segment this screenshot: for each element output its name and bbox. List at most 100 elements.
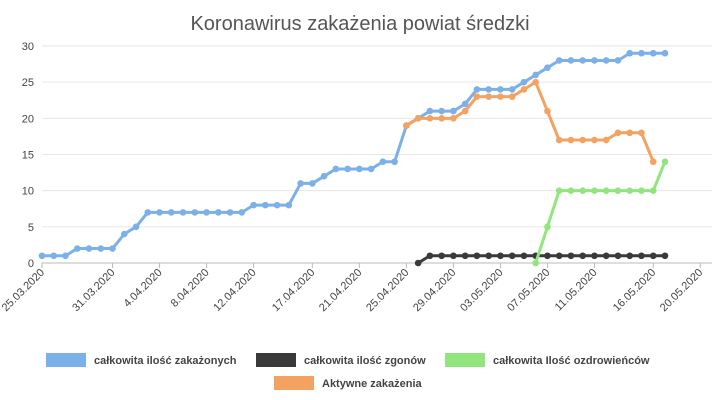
data-point[interactable]: [567, 252, 575, 260]
data-point[interactable]: [520, 78, 528, 86]
legend[interactable]: całkowita ilość zakażonych całkowita iloś…: [46, 353, 650, 390]
data-point[interactable]: [649, 252, 657, 260]
data-point[interactable]: [73, 245, 81, 252]
data-point[interactable]: [62, 252, 69, 260]
data-point[interactable]: [179, 209, 187, 216]
legend-item[interactable]: całkowita Ilość ozdrowieńców: [445, 353, 650, 367]
data-point[interactable]: [555, 252, 563, 260]
data-point[interactable]: [602, 57, 610, 64]
data-point[interactable]: [168, 209, 175, 216]
data-point[interactable]: [473, 93, 481, 100]
legend-item[interactable]: całkowita ilość zakażonych: [46, 353, 237, 367]
data-point[interactable]: [450, 252, 457, 260]
data-point[interactable]: [285, 201, 293, 209]
data-point[interactable]: [414, 115, 422, 122]
data-point[interactable]: [579, 136, 586, 144]
data-point[interactable]: [614, 252, 622, 260]
data-point[interactable]: [226, 209, 234, 216]
data-point[interactable]: [638, 49, 645, 57]
data-point[interactable]: [132, 223, 140, 231]
data-point[interactable]: [555, 57, 563, 64]
data-point[interactable]: [532, 78, 539, 86]
data-point[interactable]: [309, 180, 316, 187]
data-point[interactable]: [508, 93, 516, 100]
data-point[interactable]: [649, 187, 657, 194]
data-point[interactable]: [508, 252, 516, 260]
data-point[interactable]: [120, 230, 128, 238]
data-point[interactable]: [367, 165, 375, 173]
data-point[interactable]: [85, 245, 93, 252]
data-point[interactable]: [532, 259, 539, 267]
data-point[interactable]: [649, 49, 657, 57]
data-point[interactable]: [638, 252, 645, 260]
data-point[interactable]: [379, 158, 387, 166]
data-point[interactable]: [497, 86, 504, 93]
data-point[interactable]: [414, 259, 422, 267]
data-point[interactable]: [579, 252, 586, 260]
data-point[interactable]: [273, 201, 281, 209]
data-point[interactable]: [497, 93, 504, 100]
data-point[interactable]: [215, 209, 222, 216]
data-point[interactable]: [332, 165, 340, 173]
data-point[interactable]: [508, 86, 516, 93]
data-point[interactable]: [262, 201, 269, 209]
data-point[interactable]: [250, 201, 257, 209]
data-point[interactable]: [426, 115, 434, 122]
data-point[interactable]: [438, 107, 445, 115]
data-point[interactable]: [661, 49, 669, 57]
data-point[interactable]: [450, 107, 457, 115]
data-point[interactable]: [403, 122, 410, 129]
data-point[interactable]: [638, 187, 645, 194]
data-point[interactable]: [567, 57, 575, 64]
data-point[interactable]: [579, 57, 586, 64]
data-point[interactable]: [555, 136, 563, 144]
data-point[interactable]: [485, 252, 492, 260]
data-point[interactable]: [567, 187, 575, 194]
data-point[interactable]: [485, 86, 492, 93]
data-point[interactable]: [626, 49, 634, 57]
data-point[interactable]: [450, 115, 457, 122]
data-point[interactable]: [614, 129, 622, 137]
data-point[interactable]: [602, 187, 610, 194]
data-point[interactable]: [544, 107, 551, 115]
data-point[interactable]: [520, 86, 528, 93]
legend-item[interactable]: całkowita ilość zgonów: [256, 353, 426, 367]
data-point[interactable]: [438, 115, 445, 122]
data-point[interactable]: [485, 93, 492, 100]
data-point[interactable]: [238, 209, 246, 216]
data-point[interactable]: [109, 245, 116, 252]
data-point[interactable]: [438, 252, 445, 260]
data-point[interactable]: [626, 252, 634, 260]
data-point[interactable]: [591, 187, 598, 194]
data-point[interactable]: [638, 129, 645, 137]
data-point[interactable]: [191, 209, 199, 216]
data-point[interactable]: [591, 57, 598, 64]
data-point[interactable]: [356, 165, 363, 173]
data-point[interactable]: [320, 172, 328, 180]
data-point[interactable]: [591, 252, 598, 260]
data-point[interactable]: [544, 252, 551, 260]
data-point[interactable]: [626, 187, 634, 194]
data-point[interactable]: [473, 86, 481, 93]
data-point[interactable]: [461, 107, 469, 115]
data-point[interactable]: [497, 252, 504, 260]
data-point[interactable]: [661, 252, 669, 260]
data-point[interactable]: [614, 187, 622, 194]
data-point[interactable]: [602, 252, 610, 260]
data-point[interactable]: [579, 187, 586, 194]
data-point[interactable]: [426, 107, 434, 115]
data-point[interactable]: [520, 252, 528, 260]
data-point[interactable]: [473, 252, 481, 260]
data-point[interactable]: [144, 209, 152, 216]
data-point[interactable]: [555, 187, 563, 194]
data-point[interactable]: [661, 158, 669, 166]
data-point[interactable]: [426, 252, 434, 260]
data-point[interactable]: [461, 252, 469, 260]
data-point[interactable]: [38, 252, 46, 260]
data-point[interactable]: [626, 129, 634, 137]
data-point[interactable]: [544, 223, 551, 231]
data-point[interactable]: [544, 64, 551, 71]
data-point[interactable]: [614, 57, 622, 64]
data-point[interactable]: [649, 158, 657, 166]
data-point[interactable]: [156, 209, 163, 216]
